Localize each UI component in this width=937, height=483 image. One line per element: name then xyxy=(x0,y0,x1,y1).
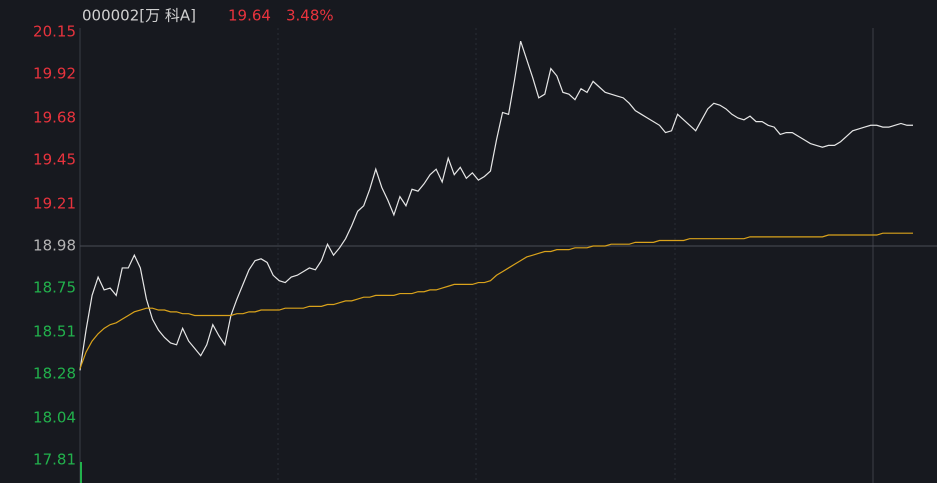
y-tick-label: 18.98 xyxy=(33,237,76,255)
y-tick-label: 19.45 xyxy=(33,151,76,169)
y-tick-label: 19.92 xyxy=(33,65,76,83)
y-tick-label: 17.81 xyxy=(33,451,76,469)
y-tick-label: 18.28 xyxy=(33,365,76,383)
y-tick-label: 18.75 xyxy=(33,279,76,297)
chart-title: 000002[万 科A] xyxy=(82,7,196,25)
y-tick-label: 19.68 xyxy=(33,108,76,126)
y-tick-label: 18.51 xyxy=(33,322,76,340)
price: 19.64 xyxy=(228,7,271,25)
y-tick-label: 18.04 xyxy=(33,408,76,426)
change: 3.48% xyxy=(286,7,334,25)
price-line xyxy=(79,40,913,371)
price-line xyxy=(79,232,913,369)
y-tick-label: 20.15 xyxy=(33,23,76,41)
y-tick-label: 19.21 xyxy=(33,194,76,212)
